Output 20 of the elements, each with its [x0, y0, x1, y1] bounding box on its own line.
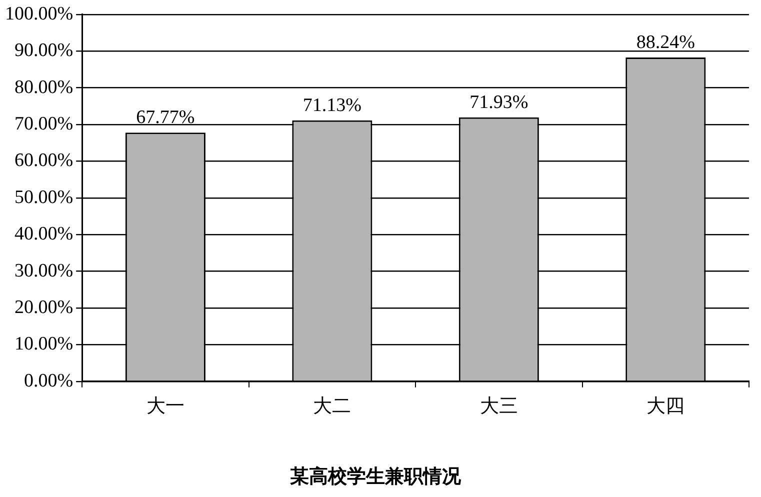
- text: 某高校学生兼职情况: [290, 466, 462, 488]
- y-tick-label: 50.00%: [14, 186, 74, 208]
- y-tick-label: 80.00%: [14, 76, 74, 98]
- data-label: 88.24%: [636, 32, 696, 54]
- x-tick-label: 大四: [646, 396, 685, 417]
- x-tick-label: 大二: [313, 396, 352, 417]
- data-label: 71.13%: [302, 94, 362, 116]
- y-tick-label: 70.00%: [14, 113, 74, 134]
- x-tick-label: 大一: [146, 396, 184, 417]
- y-tick-label: 90.00%: [14, 40, 74, 62]
- y-tick-label: 0.00%: [24, 370, 74, 392]
- y-tick-label: 20.00%: [14, 296, 74, 318]
- x-tick-label: 大三: [480, 396, 518, 417]
- y-tick-label: 100.00%: [5, 3, 74, 24]
- y-tick-label: 10.00%: [14, 334, 74, 355]
- y-tick-label: 40.00%: [14, 224, 74, 245]
- y-tick-label: 60.00%: [14, 150, 74, 172]
- data-label: 71.93%: [470, 92, 528, 113]
- data-label: 67.77%: [136, 107, 195, 128]
- y-tick-label: 30.00%: [14, 260, 74, 282]
